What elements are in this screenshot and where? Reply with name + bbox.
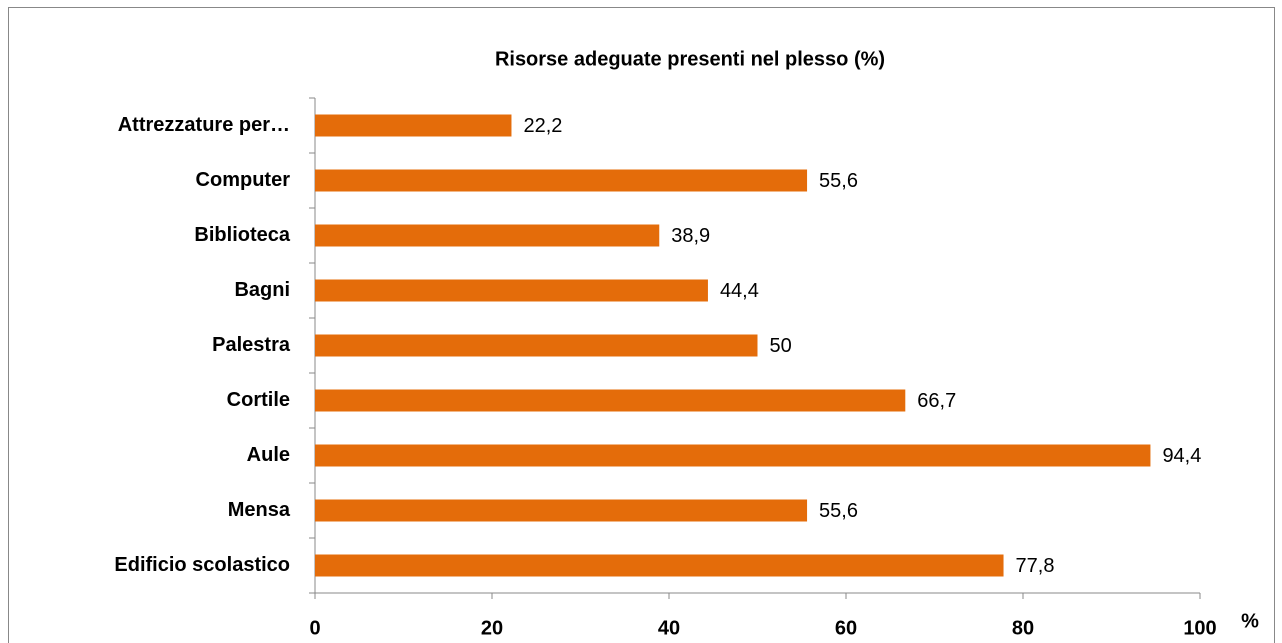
y-tick-label: Aule [247, 444, 290, 466]
bar [315, 499, 808, 522]
value-label: 77,8 [1016, 555, 1055, 577]
x-tick-label: 40 [658, 617, 680, 639]
y-tick-label: Mensa [228, 499, 291, 521]
x-tick-label: 80 [1012, 617, 1034, 639]
bar [315, 554, 1004, 577]
value-label: 66,7 [917, 390, 956, 412]
x-axis-label: % [1241, 610, 1259, 632]
y-tick-label: Attrezzature per… [118, 114, 290, 136]
bar [315, 279, 708, 302]
x-tick-label: 60 [835, 617, 857, 639]
bar [315, 389, 906, 412]
y-tick-label: Edificio scolastico [114, 554, 290, 576]
value-label: 22,2 [523, 115, 562, 137]
value-label: 55,6 [819, 170, 858, 192]
value-label: 44,4 [720, 280, 759, 302]
bar [315, 444, 1151, 467]
bar [315, 224, 660, 247]
x-tick-label: 0 [309, 617, 320, 639]
value-label: 94,4 [1162, 445, 1201, 467]
bar [315, 114, 512, 137]
y-tick-label: Computer [196, 169, 291, 191]
x-tick-label: 100 [1183, 617, 1216, 639]
bar [315, 169, 808, 192]
bar [315, 334, 758, 357]
value-label: 38,9 [671, 225, 710, 247]
chart-title: Risorse adeguate presenti nel plesso (%) [495, 48, 885, 70]
x-tick-label: 20 [481, 617, 503, 639]
chart-border [8, 7, 1275, 643]
y-tick-label: Palestra [212, 334, 291, 356]
y-tick-label: Bagni [234, 279, 290, 301]
value-label: 55,6 [819, 500, 858, 522]
value-label: 50 [770, 335, 792, 357]
y-tick-label: Biblioteca [194, 224, 290, 246]
y-tick-label: Cortile [227, 389, 290, 411]
